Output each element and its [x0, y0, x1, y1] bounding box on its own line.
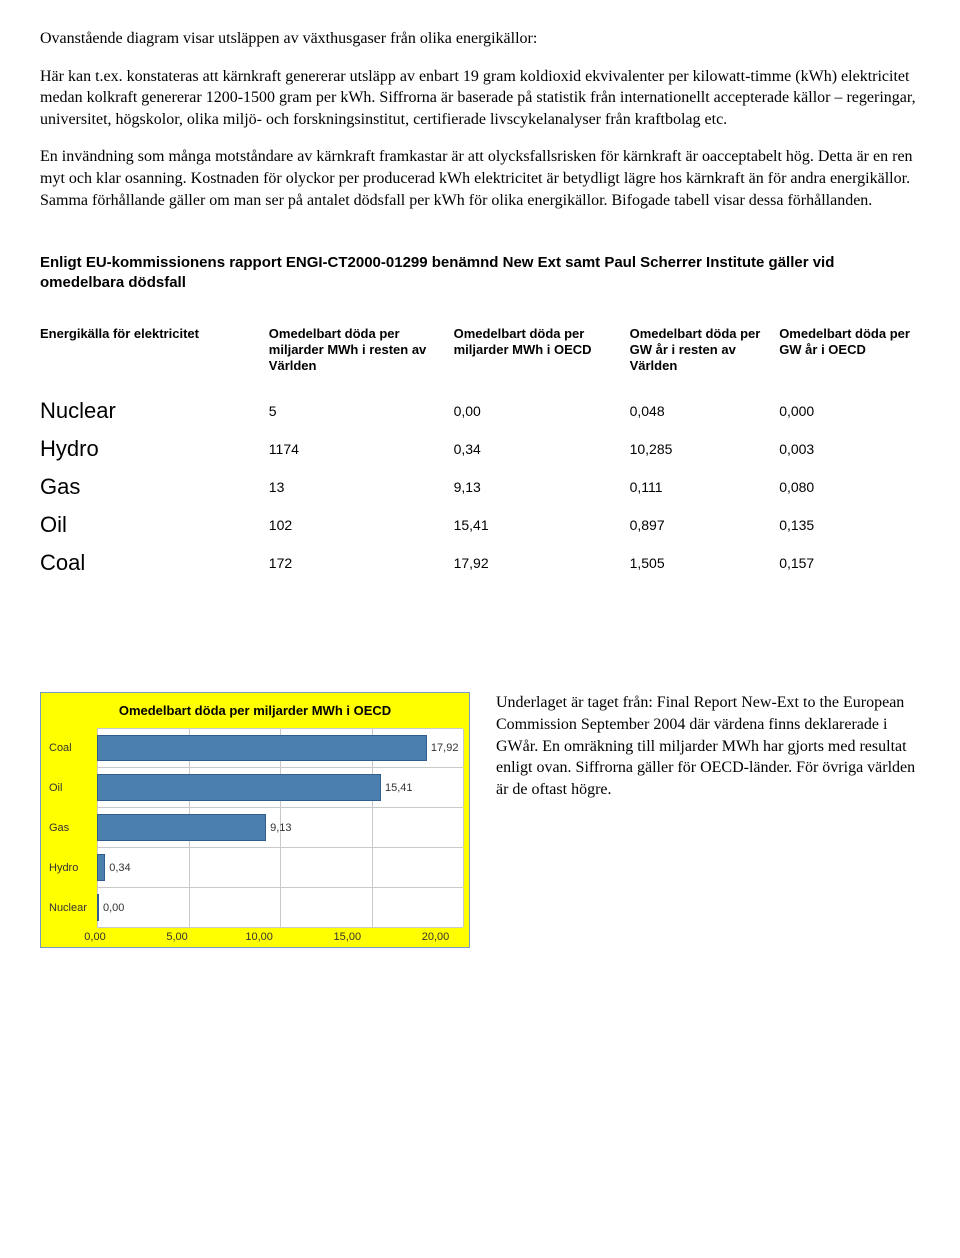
cell-value: 1,505: [630, 544, 780, 582]
col-header-world-gw: Omedelbart döda per GW år i resten av Vä…: [630, 322, 780, 393]
bar-value-label: 15,41: [385, 782, 413, 794]
col-header-oecd-gw: Omedelbart döda per GW år i OECD: [779, 322, 920, 393]
bar-category-label: Oil: [47, 782, 97, 794]
cell-value: 0,897: [630, 506, 780, 544]
x-tick-label: 0,00: [84, 931, 105, 943]
bar-value-label: 0,34: [109, 862, 130, 874]
bar-fill: [97, 774, 381, 801]
deaths-table: Energikälla för elektricitet Omedelbart …: [40, 322, 920, 583]
chart-caption: Underlaget är taget från: Final Report N…: [496, 692, 920, 800]
x-tick-label: 5,00: [166, 931, 187, 943]
bar-fill: [97, 735, 427, 761]
cell-value: 0,00: [454, 392, 630, 430]
cell-value: 0,048: [630, 392, 780, 430]
table-row: Coal17217,921,5050,157: [40, 544, 920, 582]
col-header-oecd-mwh: Omedelbart döda per miljarder MWh i OECD: [454, 322, 630, 393]
cell-value: 0,080: [779, 468, 920, 506]
bar-category-label: Coal: [47, 742, 97, 754]
deaths-table-block: Enligt EU-kommissionens rapport ENGI-CT2…: [40, 253, 920, 582]
table-title: Enligt EU-kommissionens rapport ENGI-CT2…: [40, 253, 920, 294]
chart-title: Omedelbart döda per miljarder MWh i OECD: [47, 703, 463, 718]
bar-track: 9,13: [97, 808, 463, 848]
paragraph-intro: Ovanstående diagram visar utsläppen av v…: [40, 28, 920, 50]
bar-fill: [97, 814, 266, 841]
cell-value: 9,13: [454, 468, 630, 506]
table-row: Nuclear50,000,0480,000: [40, 392, 920, 430]
paragraph-argument: En invändning som många motståndare av k…: [40, 146, 920, 211]
x-tick-label: 15,00: [334, 931, 362, 943]
cell-source: Gas: [40, 468, 269, 506]
cell-value: 13: [269, 468, 454, 506]
bar-value-label: 9,13: [270, 822, 291, 834]
cell-source: Nuclear: [40, 392, 269, 430]
bar-track: 0,00: [97, 888, 463, 928]
bar-track: 17,92: [97, 728, 463, 768]
bar-track: 0,34: [97, 848, 463, 888]
cell-value: 0,34: [454, 430, 630, 468]
cell-value: 0,000: [779, 392, 920, 430]
cell-value: 172: [269, 544, 454, 582]
cell-value: 17,92: [454, 544, 630, 582]
bar-row: Coal 17,92: [47, 728, 463, 768]
x-tick-label: 20,00: [422, 931, 450, 943]
bar-fill: [97, 894, 99, 921]
bar-category-label: Gas: [47, 822, 97, 834]
bar-value-label: 0,00: [103, 902, 124, 914]
cell-value: 102: [269, 506, 454, 544]
cell-value: 0,111: [630, 468, 780, 506]
bar-track: 15,41: [97, 768, 463, 808]
table-row: Gas139,130,1110,080: [40, 468, 920, 506]
table-row: Oil10215,410,8970,135: [40, 506, 920, 544]
bar-fill: [97, 854, 105, 881]
cell-source: Coal: [40, 544, 269, 582]
cell-value: 0,157: [779, 544, 920, 582]
col-header-world-mwh: Omedelbart döda per miljarder MWh i rest…: [269, 322, 454, 393]
bar-row: Gas 9,13: [47, 808, 463, 848]
col-header-source: Energikälla för elektricitet: [40, 322, 269, 393]
bar-row: Nuclear 0,00: [47, 888, 463, 928]
bar-row: Hydro 0,34: [47, 848, 463, 888]
cell-source: Oil: [40, 506, 269, 544]
oecd-deaths-chart: Omedelbart döda per miljarder MWh i OECD…: [40, 692, 470, 948]
cell-value: 5: [269, 392, 454, 430]
cell-source: Hydro: [40, 430, 269, 468]
table-header-row: Energikälla för elektricitet Omedelbart …: [40, 322, 920, 393]
bar-category-label: Hydro: [47, 862, 97, 874]
bar-row: Oil 15,41: [47, 768, 463, 808]
cell-value: 1174: [269, 430, 454, 468]
x-tick-label: 10,00: [245, 931, 273, 943]
cell-value: 0,135: [779, 506, 920, 544]
cell-value: 0,003: [779, 430, 920, 468]
cell-value: 10,285: [630, 430, 780, 468]
paragraph-context: Här kan t.ex. konstateras att kärnkraft …: [40, 66, 920, 131]
bar-value-label: 17,92: [431, 742, 459, 754]
table-row: Hydro11740,3410,2850,003: [40, 430, 920, 468]
cell-value: 15,41: [454, 506, 630, 544]
bar-category-label: Nuclear: [47, 902, 97, 914]
